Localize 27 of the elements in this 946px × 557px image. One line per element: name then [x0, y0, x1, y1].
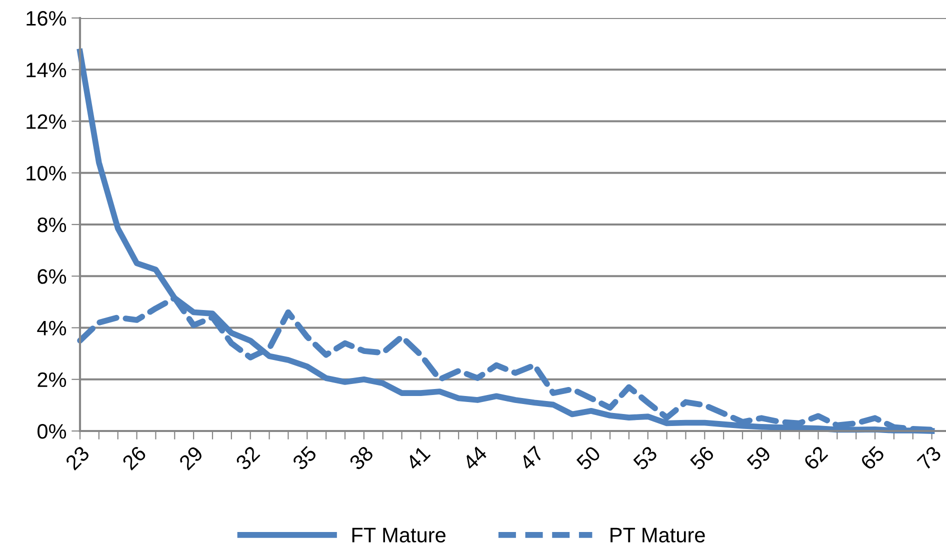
y-tick-label: 6%	[38, 269, 66, 284]
x-tick-label: 41	[405, 445, 431, 471]
y-tick-label: 14%	[26, 62, 66, 78]
y-tick-label: 2%	[38, 372, 66, 388]
x-tick-label: 59	[746, 445, 772, 471]
x-tick-label: 53	[632, 445, 658, 471]
x-tick-label: 38	[348, 445, 374, 471]
x-tick-label: 47	[518, 445, 544, 471]
x-tick-label: 29	[178, 445, 204, 471]
x-tick-label: 23	[64, 445, 90, 471]
x-tick-label: 56	[689, 445, 715, 471]
y-tick-label: 4%	[37, 320, 66, 336]
x-tick-label: 26	[122, 445, 147, 471]
y-tick-label: 0%	[38, 424, 66, 439]
x-tick-label: 32	[234, 445, 260, 471]
x-tick-label: 44	[462, 445, 488, 471]
x-tick-label: 50	[576, 445, 602, 471]
y-tick-label: 16%	[26, 11, 66, 26]
legend-label: PT Mature	[610, 528, 705, 542]
y-tick-label: 10%	[26, 166, 66, 181]
y-tick-label: 12%	[26, 114, 66, 129]
y-tick-label: 8%	[38, 218, 66, 232]
legend-label: FT Mature	[352, 528, 446, 542]
x-tick-label: 65	[860, 445, 886, 471]
x-tick-label: 62	[802, 445, 828, 471]
x-tick-label: 73	[916, 445, 942, 471]
x-tick-label: 35	[292, 445, 318, 471]
